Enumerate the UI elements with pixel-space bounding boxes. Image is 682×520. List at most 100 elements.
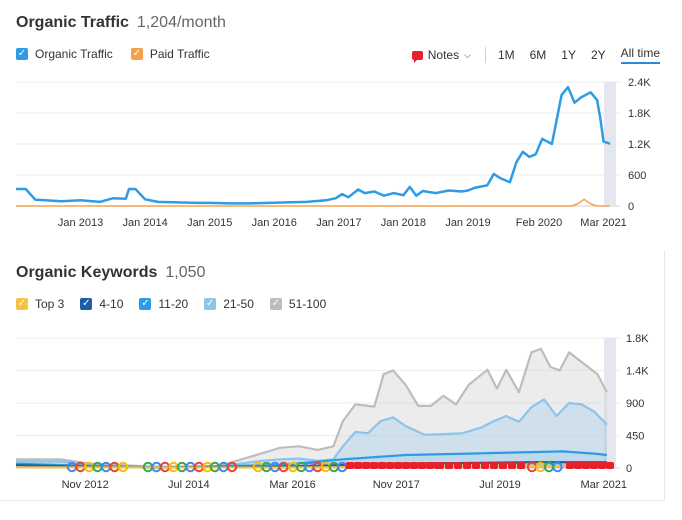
note-flag-icon xyxy=(370,462,378,469)
note-flag-icon xyxy=(472,462,480,469)
y-tick-label: 1.8K xyxy=(626,333,649,345)
checkbox-checked-icon[interactable]: ✓ xyxy=(269,298,282,310)
note-flag-icon xyxy=(436,462,444,469)
y-tick-label: 900 xyxy=(626,398,644,410)
note-flag-icon xyxy=(481,462,489,469)
note-flag-icon xyxy=(454,462,462,469)
checkbox-checked-icon[interactable]: ✓ xyxy=(16,298,28,310)
legend-label: Paid Traffic xyxy=(149,47,210,61)
y-tick-label: 1.2K xyxy=(628,139,651,151)
note-flag-icon xyxy=(566,462,574,469)
note-flag-icon xyxy=(426,462,434,469)
range-1y[interactable]: 1Y xyxy=(561,48,576,62)
x-tick-label: Nov 2017 xyxy=(373,479,420,491)
y-tick-label: 450 xyxy=(626,431,644,443)
note-flag-icon xyxy=(490,462,498,469)
x-tick-label: Jan 2017 xyxy=(316,217,361,229)
legend-label: 11-20 xyxy=(158,297,189,311)
y-tick-label: 2.4K xyxy=(628,77,651,89)
keywords-legend: ✓ Top 3 ✓ 4-10 ✓ 11-20 ✓ 21-50 ✓ 51-100 xyxy=(16,297,326,311)
legend-label: 21-50 xyxy=(223,297,254,311)
note-flag-icon xyxy=(410,462,418,469)
checkbox-checked-icon[interactable]: ✓ xyxy=(80,298,93,310)
range-2y[interactable]: 2Y xyxy=(590,48,606,62)
chevron-down-icon: ⌵ xyxy=(464,49,471,60)
x-tick-label: Jan 2019 xyxy=(445,217,490,229)
note-flag-icon xyxy=(346,462,354,469)
note-flag-icon xyxy=(354,462,362,469)
note-flag-icon xyxy=(362,462,370,469)
current-period-band xyxy=(604,82,616,206)
keywords-title: Organic Keywords xyxy=(16,264,158,281)
series-area-21-50 xyxy=(16,399,607,468)
x-tick-label: Jul 2014 xyxy=(168,479,210,491)
y-tick-label: 600 xyxy=(628,170,646,182)
x-tick-label: Jan 2014 xyxy=(122,217,167,229)
range-6m[interactable]: 6M xyxy=(529,48,547,62)
google-update-icon xyxy=(226,461,238,473)
note-flag-icon xyxy=(411,50,423,63)
current-period-band xyxy=(604,338,616,468)
legend-label: 51-100 xyxy=(288,297,327,311)
google-update-icon xyxy=(117,461,129,473)
traffic-chart[interactable]: 0 600 1.2K 1.8K 2.4K Jan 2013 Jan 2014 Jan 2015… xyxy=(0,70,682,240)
note-flag-icon xyxy=(574,462,582,469)
series-line-paid-traffic xyxy=(16,198,610,207)
x-tick-label: Mar 2021 xyxy=(580,217,626,229)
note-flag-icon xyxy=(394,462,402,469)
divider xyxy=(484,47,486,63)
y-tick-label: 1.4K xyxy=(626,366,649,378)
note-flag-icon xyxy=(606,462,614,469)
series-line-21-50 xyxy=(16,398,608,468)
google-update-icon xyxy=(552,461,563,473)
x-tick-label: Feb 2020 xyxy=(516,217,562,229)
legend-paid-traffic[interactable]: ✓ Paid Traffic xyxy=(130,47,210,61)
note-flag-icon xyxy=(378,462,386,469)
google-update-icon xyxy=(278,461,289,473)
checkbox-checked-icon[interactable]: ✓ xyxy=(130,48,143,60)
note-flag-icon xyxy=(445,462,453,469)
organic-traffic-panel: Organic Traffic 1,204/month ✓ Organic Tr… xyxy=(0,0,682,250)
legend-organic-traffic[interactable]: ✓ Organic Traffic xyxy=(16,47,113,61)
range-all-time[interactable]: All time xyxy=(620,46,660,64)
note-flag-icon xyxy=(598,462,606,469)
x-tick-label: Mar 2021 xyxy=(580,479,626,491)
x-tick-label: Jan 2015 xyxy=(187,217,232,229)
x-tick-label: Jan 2016 xyxy=(252,217,297,229)
keywords-frame xyxy=(0,250,665,501)
note-flag-icon xyxy=(582,462,590,469)
legend-label: 4-10 xyxy=(99,297,124,311)
range-controls: Notes ⌵ 1M 6M 1Y 2Y All time xyxy=(411,46,660,64)
checkbox-checked-icon[interactable]: ✓ xyxy=(204,298,217,310)
x-tick-label: Mar 2016 xyxy=(269,479,315,491)
note-flag-icon xyxy=(499,462,507,469)
traffic-legend: ✓ Organic Traffic ✓ Paid Traffic xyxy=(16,47,210,61)
note-flag-icon xyxy=(517,462,525,469)
note-flag-icon xyxy=(418,462,426,469)
legend-51-100[interactable]: ✓ 51-100 xyxy=(269,297,327,311)
x-tick-label: Jan 2018 xyxy=(381,217,426,229)
note-flag-icon xyxy=(402,462,410,469)
legend-4-10[interactable]: ✓ 4-10 xyxy=(80,297,123,311)
checkbox-checked-icon[interactable]: ✓ xyxy=(139,298,152,310)
keywords-subtitle: 1,050 xyxy=(165,264,206,281)
notes-dropdown[interactable]: Notes ⌵ xyxy=(411,48,471,63)
checkbox-checked-icon[interactable]: ✓ xyxy=(16,48,28,60)
x-tick-label: Jan 2013 xyxy=(58,217,103,229)
keywords-chart[interactable]: 0 450 900 1.4K 1.8K Nov 2012 Jul 2014 Mar 2016 N… xyxy=(0,320,682,500)
keywords-title-row: Organic Keywords 1,050 xyxy=(16,264,205,282)
legend-11-20[interactable]: ✓ 11-20 xyxy=(139,297,188,311)
legend-21-50[interactable]: ✓ 21-50 xyxy=(204,297,254,311)
series-line-51-100 xyxy=(16,347,608,468)
traffic-subtitle: 1,204/month xyxy=(136,14,226,31)
traffic-title: Organic Traffic xyxy=(16,14,129,31)
series-area-51-100 xyxy=(16,348,607,468)
legend-label: Top 3 xyxy=(35,297,65,311)
legend-label: Organic Traffic xyxy=(35,47,113,61)
legend-top-3[interactable]: ✓ Top 3 xyxy=(16,297,64,311)
series-line-organic-traffic xyxy=(16,85,611,205)
organic-keywords-panel: Organic Keywords 1,050 ✓ Top 3 ✓ 4-10 ✓ … xyxy=(0,250,682,520)
range-1m[interactable]: 1M xyxy=(497,48,515,62)
x-tick-label: Jul 2019 xyxy=(479,479,521,491)
note-flag-icon xyxy=(590,462,598,469)
